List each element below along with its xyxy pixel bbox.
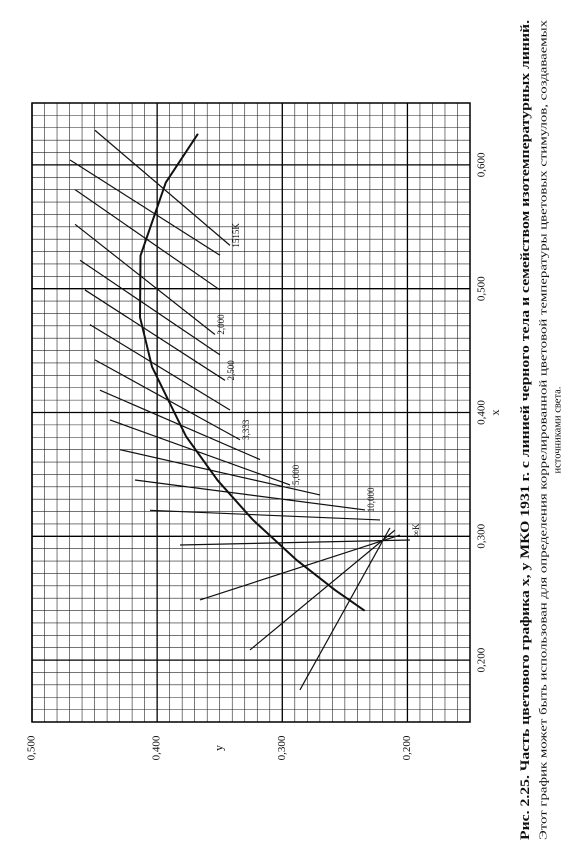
- plot-frame: [31, 102, 471, 723]
- isotemperature-line: [89, 324, 231, 411]
- chart-title: Рис. 2.25. Часть цветового графика x, y …: [517, 20, 532, 840]
- isotemperature-line: [109, 419, 291, 486]
- isotemperature-line: [84, 289, 226, 381]
- isotemperature-label: 5,000: [291, 464, 301, 485]
- x-tick-label: 0,200: [476, 647, 488, 672]
- y-axis-label: y: [211, 745, 225, 751]
- isotemperature-label: 2,000: [216, 314, 226, 335]
- caption-line: источниками света.: [552, 387, 563, 474]
- isotemperature-line: [149, 509, 381, 521]
- x-tick-label: 0,400: [476, 400, 488, 425]
- isotemperature-line: [69, 159, 221, 256]
- y-tick-label: 0,200: [401, 735, 413, 760]
- planckian-locus: [138, 133, 366, 612]
- isotemperature-line: [299, 527, 391, 691]
- isotemperature-label: 10,000: [366, 487, 376, 512]
- y-tick-label: 0,500: [26, 735, 38, 760]
- isotemperature-label: 1515K: [231, 223, 241, 248]
- isotemperature-line: [199, 534, 401, 601]
- isotemperature-label: 2,500: [226, 360, 236, 381]
- x-axis-label: x: [488, 410, 502, 416]
- isotemperature-label: 3,333: [241, 419, 251, 440]
- isotemperature-line: [74, 223, 216, 335]
- x-tick-label: 0,600: [476, 152, 488, 177]
- x-tick-label: 0,500: [476, 276, 488, 301]
- isotemperature-line: [134, 479, 366, 511]
- isotemperature-line: [94, 129, 231, 246]
- isotemperature-line: [74, 189, 221, 291]
- y-tick-label: 0,300: [276, 735, 288, 760]
- x-tick-label: 0,300: [476, 523, 488, 548]
- isotemperature-line: [180, 539, 410, 546]
- isotemperature-line: [119, 449, 321, 496]
- isotemperature-line: [79, 259, 221, 356]
- y-tick-label: 0,400: [151, 735, 163, 760]
- isotemperature-line: [249, 529, 396, 651]
- isotemperature-label: ∞K: [411, 523, 421, 536]
- caption-line: Этот график может быть использован для о…: [538, 19, 549, 840]
